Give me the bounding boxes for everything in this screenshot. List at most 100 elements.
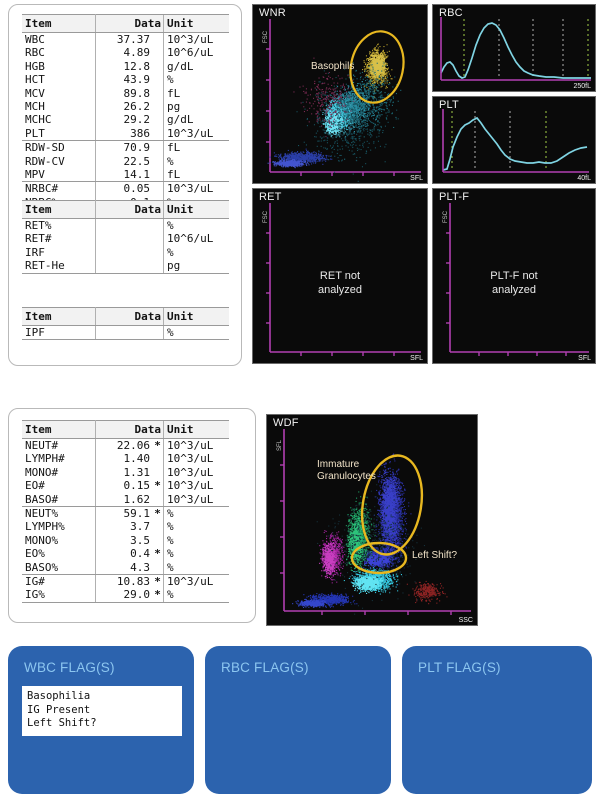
ipf-table-body: IPF%: [22, 326, 229, 340]
ret-table-container: Item Data Unit RET%% RET# 10^6/uL IRF% RET-H…: [22, 200, 229, 274]
wnr-scattergram-panel[interactable]: WNR FSC SFL Basophils: [252, 4, 428, 184]
wnr-annotation-basophils: Basophils: [311, 61, 354, 73]
cell-item: RDW-SD: [22, 141, 96, 155]
cell-item: IG#: [22, 575, 96, 589]
wnr-y-axis-label: FSC: [263, 31, 269, 43]
table-header-row: Item Data Unit: [22, 308, 229, 326]
cell-flag: [152, 155, 164, 168]
wbc-flags-list[interactable]: Basophilia IG Present Left Shift?: [22, 686, 182, 736]
cell-item: PLT: [22, 127, 96, 141]
ret-message-line-1: RET not: [253, 269, 427, 283]
plt-flags-panel[interactable]: PLT FLAG(S): [402, 646, 592, 794]
cbc-table-body: WBC 37.37 10^3/uL RBC 4.89 10^6/uL HGB 12.8 g/dL…: [22, 33, 229, 210]
table-row: WBC 37.37 10^3/uL: [22, 33, 229, 47]
table-row: RET%%: [22, 219, 229, 233]
cell-item: IPF: [22, 326, 96, 340]
cell-flag: [152, 326, 164, 340]
cell-unit: g/dL: [164, 113, 230, 126]
cell-item: RDW-CV: [22, 155, 96, 168]
cell-unit: %: [164, 561, 230, 575]
cell-unit: fL: [164, 168, 230, 182]
cell-data: 3.7: [96, 520, 153, 533]
cell-data: 1.31: [96, 466, 153, 479]
cell-unit: %: [164, 219, 230, 233]
cell-unit: %: [164, 520, 230, 533]
cbc-table: Item Data Unit WBC 37.37 10^3/uL RBC 4.89 10^…: [22, 14, 229, 210]
cell-item: EO#: [22, 479, 96, 492]
cell-flag: *: [152, 575, 164, 589]
cell-item: MPV: [22, 168, 96, 182]
ret-scattergram-panel[interactable]: RET FSC SFL RET not analyzed: [252, 188, 428, 364]
cell-flag: [152, 141, 164, 155]
table-row: IG% 29.0 *%: [22, 588, 229, 602]
table-row: IG# 10.83 * 10^3/uL: [22, 575, 229, 589]
rbc-histogram-panel[interactable]: RBC 250fL: [432, 4, 596, 92]
cell-item: NRBC#: [22, 182, 96, 196]
cell-flag: [152, 520, 164, 533]
cell-unit: 10^3/uL: [164, 479, 230, 492]
cell-flag: [152, 534, 164, 547]
pltf-x-axis-label: SFL: [578, 355, 591, 362]
cell-item: IRF: [22, 246, 96, 259]
ret-table-head: Item Data Unit: [22, 201, 229, 219]
plt-curve: [443, 118, 587, 170]
cbc-table-head: Item Data Unit: [22, 15, 229, 33]
table-row: IPF%: [22, 326, 229, 340]
cell-item: HCT: [22, 73, 96, 86]
cell-data: 29.0: [96, 588, 153, 602]
wdf-x-axis-label: SSC: [459, 617, 473, 624]
table-row: RET# 10^6/uL: [22, 232, 229, 245]
rbc-scale-label: 250fL: [573, 83, 591, 90]
table-header-row: Item Data Unit: [22, 15, 229, 33]
table-header-row: Item Data Unit: [22, 421, 229, 439]
wdf-annot1-line-1: Immature: [317, 459, 359, 470]
cell-flag: [152, 60, 164, 73]
cell-item: MCV: [22, 87, 96, 100]
cell-unit: 10^3/uL: [164, 127, 230, 141]
cell-flag: [152, 466, 164, 479]
cell-item: EO%: [22, 547, 96, 560]
cell-item: LYMPH%: [22, 520, 96, 533]
table-row: MPV 14.1 fL: [22, 168, 229, 182]
cell-flag: *: [152, 588, 164, 602]
wbc-flags-panel[interactable]: WBC FLAG(S) Basophilia IG Present Left Shi…: [8, 646, 194, 794]
ret-table: Item Data Unit RET%% RET# 10^6/uL IRF% RET-H…: [22, 200, 229, 274]
plt-panel-title: PLT: [439, 99, 459, 111]
table-row: HCT 43.9%: [22, 73, 229, 86]
table-row: RET-He pg: [22, 259, 229, 273]
table-row: HGB 12.8 g/dL: [22, 60, 229, 73]
table-row: BASO% 4.3%: [22, 561, 229, 575]
table-row: PLT 386 10^3/uL: [22, 127, 229, 141]
cell-data: 10.83: [96, 575, 153, 589]
plt-flags-title: PLT FLAG(S): [418, 660, 501, 675]
header-data: Data: [96, 308, 164, 326]
pltf-message-line-1: PLT-F not: [433, 269, 595, 283]
flag-item: IG Present: [27, 704, 177, 718]
cell-unit: %: [164, 155, 230, 168]
cell-item: MCH: [22, 100, 96, 113]
table-row: LYMPH# 1.40 10^3/uL: [22, 452, 229, 465]
pltf-scattergram-panel[interactable]: PLT-F FSC SFL PLT-F not analyzed: [432, 188, 596, 364]
ret-x-axis-label: SFL: [410, 355, 423, 362]
diff-table-head: Item Data Unit: [22, 421, 229, 439]
diff-table-container: Item Data Unit NEUT# 22.06 * 10^3/uL LYMPH# 1…: [22, 420, 229, 603]
table-row: NEUT# 22.06 * 10^3/uL: [22, 439, 229, 453]
cell-flag: [152, 232, 164, 245]
table-row: MCHC 29.2 g/dL: [22, 113, 229, 126]
table-row: BASO# 1.62 10^3/uL: [22, 493, 229, 507]
plt-histogram-panel[interactable]: PLT 40fL: [432, 96, 596, 184]
cell-flag: *: [152, 479, 164, 492]
header-unit: Unit: [164, 308, 230, 326]
wdf-plot-area: [267, 415, 478, 626]
wdf-scattergram-panel[interactable]: WDF SFL SSC Immature Granulocytes: [266, 414, 478, 626]
analyzer-report-page: Item Data Unit WBC 37.37 10^3/uL RBC 4.89 10^…: [0, 0, 600, 802]
table-row: LYMPH% 3.7%: [22, 520, 229, 533]
cell-item: LYMPH#: [22, 452, 96, 465]
cell-unit: %: [164, 547, 230, 560]
table-row: RDW-CV 22.5%: [22, 155, 229, 168]
cell-item: HGB: [22, 60, 96, 73]
rbc-flags-panel[interactable]: RBC FLAG(S): [205, 646, 391, 794]
wdf-annot1-line-2: Granulocytes: [317, 471, 376, 482]
cell-item: NEUT#: [22, 439, 96, 453]
header-item: Item: [22, 201, 96, 219]
